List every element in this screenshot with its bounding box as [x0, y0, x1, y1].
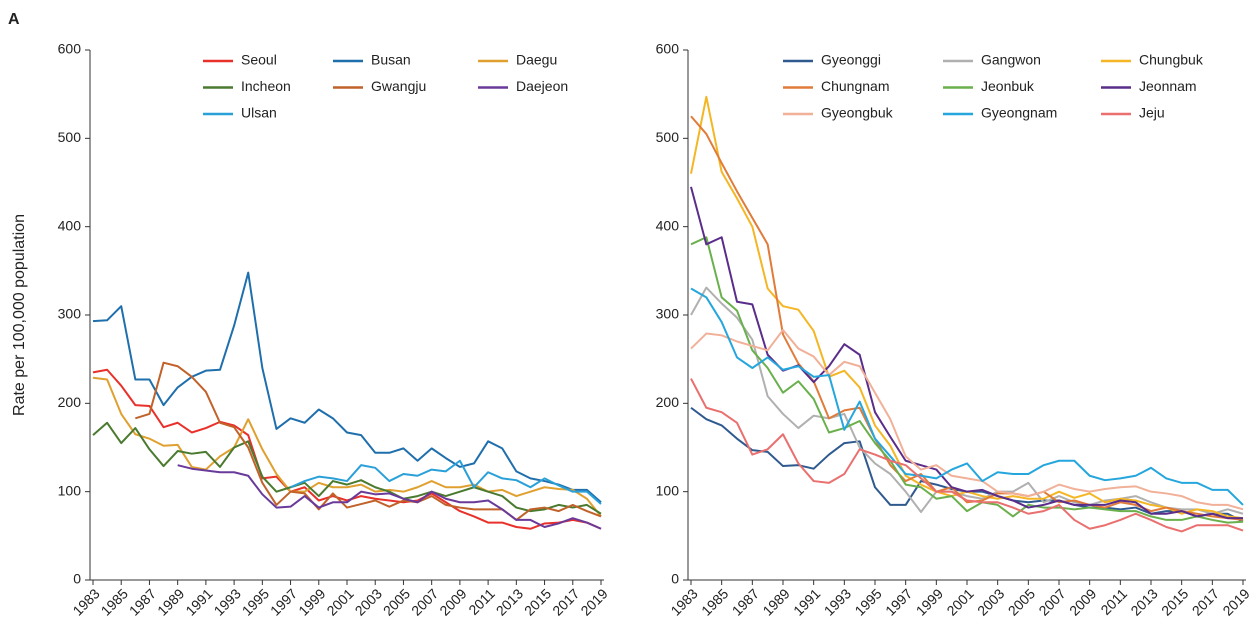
y-axis-label: Rate per 100,000 population [11, 214, 28, 416]
x-tick-label: 2003 [352, 585, 385, 618]
series-line [690, 186, 1243, 520]
y-tick-label: 500 [656, 129, 680, 145]
series-line [92, 368, 602, 530]
x-tick-label: 1997 [882, 585, 915, 618]
y-tick-label: 400 [58, 217, 82, 233]
legend-label: Chungbuk [1139, 52, 1204, 68]
x-tick-label: 1987 [126, 585, 159, 618]
legend-label: Jeju [1139, 105, 1165, 121]
x-tick-label: 2005 [1005, 585, 1038, 618]
series-line [92, 271, 602, 504]
y-tick-label: 200 [58, 394, 82, 410]
x-tick-label: 2005 [380, 585, 413, 618]
y-tick-label: 200 [656, 394, 680, 410]
x-tick-label: 2015 [1158, 585, 1191, 618]
x-tick-label: 2017 [1189, 585, 1222, 618]
y-tick-label: 0 [671, 571, 679, 587]
legend-label: Ulsan [241, 105, 277, 121]
legend-label: Jeonnam [1139, 78, 1197, 94]
x-tick-label: 2011 [465, 585, 498, 618]
x-tick-label: 2009 [436, 585, 469, 618]
series-line [177, 464, 602, 530]
series-line [690, 236, 1244, 524]
x-tick-label: 2013 [1127, 585, 1160, 618]
x-tick-label: 1999 [295, 585, 328, 618]
x-tick-label: 2015 [521, 585, 554, 618]
x-tick-label: 2001 [323, 585, 356, 618]
series-line [690, 95, 1244, 520]
x-tick-label: 2019 [577, 585, 610, 618]
series-line [690, 329, 1244, 511]
y-tick-label: 300 [656, 306, 680, 322]
y-tick-label: 600 [656, 41, 680, 57]
x-tick-label: 1983 [69, 585, 102, 618]
y-tick-label: 500 [58, 129, 82, 145]
y-tick-label: 0 [73, 571, 81, 587]
x-tick-label: 1995 [239, 585, 272, 618]
legend-label: Gwangju [371, 78, 426, 94]
x-tick-label: 1991 [182, 585, 215, 618]
y-tick-label: 600 [58, 41, 82, 57]
x-tick-label: 1989 [154, 585, 187, 618]
legend-label: Seoul [241, 52, 277, 68]
series-line [690, 378, 1244, 533]
y-tick-label: 100 [656, 482, 680, 498]
legend-label: Incheon [241, 78, 291, 94]
series-line [290, 459, 602, 505]
series-line [690, 115, 1244, 521]
legend-label: Daejeon [516, 78, 568, 94]
y-tick-label: 100 [58, 482, 82, 498]
x-tick-label: 1997 [267, 585, 300, 618]
series-line [690, 286, 1244, 515]
x-tick-label: 1985 [698, 585, 731, 618]
legend-label: Busan [371, 52, 411, 68]
x-tick-label: 1985 [98, 585, 131, 618]
x-tick-label: 2011 [1097, 585, 1130, 618]
x-tick-label: 1987 [729, 585, 762, 618]
series-line [92, 421, 602, 515]
x-tick-label: 2009 [1066, 585, 1099, 618]
x-tick-label: 1993 [211, 585, 244, 618]
x-tick-label: 2003 [974, 585, 1007, 618]
x-tick-label: 2017 [549, 585, 582, 618]
x-tick-label: 1983 [667, 585, 700, 618]
legend-label: Gyeonggi [821, 52, 881, 68]
x-tick-label: 1991 [790, 585, 823, 618]
legend-label: Gangwon [981, 52, 1041, 68]
legend-label: Gyeongnam [981, 105, 1057, 121]
x-tick-label: 1989 [759, 585, 792, 618]
series-line [92, 376, 602, 518]
y-tick-label: 300 [58, 306, 82, 322]
panel-label: A [8, 11, 20, 28]
legend-label: Jeonbuk [981, 78, 1035, 94]
y-tick-label: 400 [656, 217, 680, 233]
legend-label: Gyeongbuk [821, 105, 894, 121]
series-line [135, 361, 602, 521]
series-line [690, 287, 1244, 506]
x-tick-label: 2001 [943, 585, 976, 618]
x-tick-label: 2007 [408, 585, 441, 618]
x-tick-label: 2007 [1035, 585, 1068, 618]
legend-label: Chungnam [821, 78, 890, 94]
x-tick-label: 1995 [851, 585, 884, 618]
x-tick-label: 1993 [821, 585, 854, 618]
legend-label: Daegu [516, 52, 557, 68]
x-tick-label: 1999 [913, 585, 946, 618]
x-tick-label: 2013 [493, 585, 526, 618]
x-tick-label: 2019 [1219, 585, 1252, 618]
